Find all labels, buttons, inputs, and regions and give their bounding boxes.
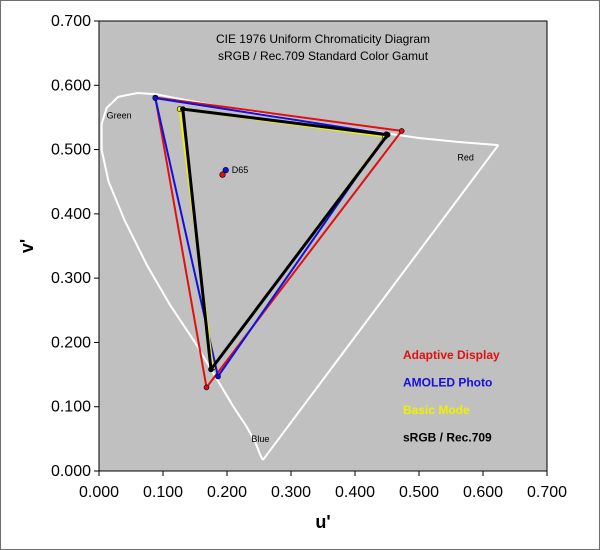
y-tick-label: 0.500 [51,142,91,159]
annotation-green: Green [107,111,132,121]
annotation-layer: Green Red Blue [107,111,474,444]
vertex-point-srgb-rec-709-2 [384,131,391,138]
x-tick-label: 0.500 [399,484,439,501]
legend-entry-basic-mode: Basic Mode [403,403,470,417]
vertex-point-srgb-rec-709-1 [180,106,186,112]
series-srgb-rec-709 [180,106,391,373]
vertex-point-amoled-photo-3 [215,373,221,380]
y-tick-label: 0.300 [51,270,91,287]
legend-entry-amoled-photo: AMOLED Photo [403,376,492,390]
axes-layer: 0.000 0.100 0.200 0.300 0.400 0.500 0.600 0.700… [51,13,567,501]
legend-entry-srgb-rec-709: sRGB / Rec.709 [403,431,492,445]
x-tick-label: 0.700 [527,484,567,501]
annotation-red: Red [457,153,474,163]
gamut-triangle-srgb-rec-709 [181,107,390,371]
plot-area [98,20,548,472]
x-tick-label: 0.600 [463,484,503,501]
x-tick-label: 0.400 [335,484,375,501]
x-tick-label: 0.300 [271,484,311,501]
y-tick-label: 0.000 [51,463,91,480]
white-point-marker-2 [219,171,226,178]
y-tick-label: 0.600 [51,77,91,94]
annotation-blue: Blue [251,434,269,444]
legend-entry-adaptive-display: Adaptive Display [403,348,500,362]
chart-title: CIE 1976 Uniform Chromaticity Diagram [216,32,430,46]
y-tick-label: 0.200 [51,334,91,351]
white-point-layer: D65 [219,165,249,178]
white-point-marker-1 [222,167,229,174]
y-tick-label: 0.100 [51,399,91,416]
vertex-point-srgb-rec-709-3 [208,366,214,373]
y-axis-title: v' [17,239,37,253]
y-tick-label: 0.700 [51,13,91,30]
chart-subtitle: sRGB / Rec.709 Standard Color Gamut [218,49,429,63]
line-of-purples [262,144,500,461]
white-point-label: D65 [232,165,249,175]
x-axis-title: u' [315,512,330,532]
gamut-triangle-amoled-photo [154,97,388,378]
x-tick-label: 0.000 [79,484,119,501]
y-tick-label: 0.400 [51,206,91,223]
legend: Adaptive Display AMOLED Photo Basic Mode sR… [403,348,500,445]
x-tick-label: 0.200 [207,484,247,501]
vertex-point-adaptive-display-2 [398,128,405,134]
x-tick-label: 0.100 [143,484,183,501]
vertex-point-amoled-photo-1 [152,95,159,101]
gamut-triangle-adaptive-display [154,96,403,389]
vertex-point-adaptive-display-3 [203,384,210,391]
title-layer: CIE 1976 Uniform Chromaticity Diagram sR… [216,32,430,63]
series-layer [152,94,405,391]
